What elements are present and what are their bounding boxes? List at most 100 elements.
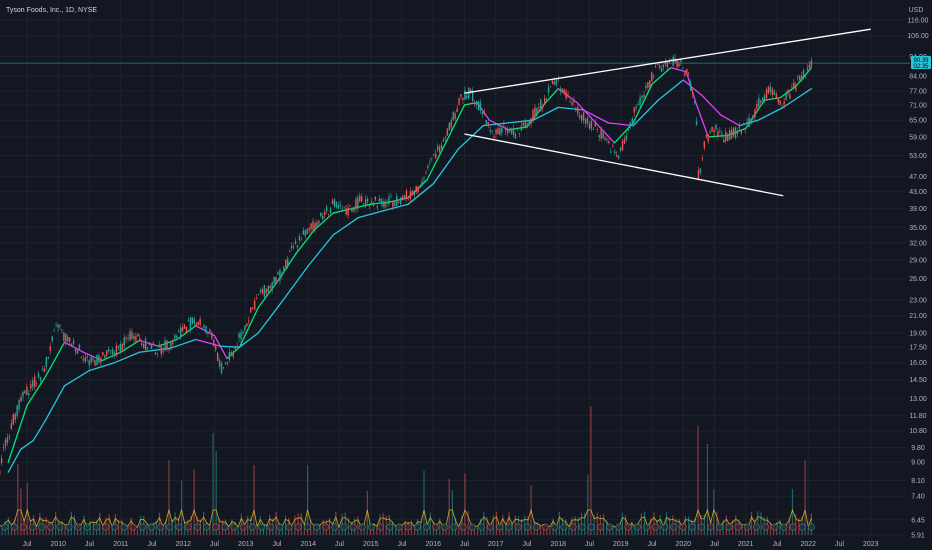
candle-body [528,121,530,126]
volume-bar [133,527,135,535]
candle-body [318,220,320,224]
candle-body [542,107,544,109]
candle-body [178,330,180,332]
candle-body [220,363,223,373]
candle-body [222,367,225,369]
candle-body [452,112,454,120]
candle-body [271,282,273,291]
slow-ma-segment [88,362,116,372]
candle-body [61,329,63,331]
axes: 116.00106.0094.0084.0077.0071.0065.0059.… [23,18,929,549]
candle-body [680,59,682,63]
event-marker [358,523,366,531]
event-marker [743,523,751,531]
candle-body [606,139,608,140]
event-marker [652,523,660,531]
symbol-title[interactable]: Tyson Foods, Inc., 1D, NYSE [6,7,97,14]
candle-body [621,140,624,151]
volume-bar [174,512,176,535]
volume-bar [303,524,305,535]
volume-bar [628,526,630,535]
event-marker [542,523,550,531]
candle-body [553,81,556,85]
event-marker [10,523,18,531]
candle-body [662,64,665,68]
candle-body [162,350,164,353]
candle-body [709,131,711,133]
candle-body [63,332,65,341]
event-marker [322,523,330,531]
candle-body [263,285,266,297]
candle-body [427,165,429,169]
volume-bar [413,528,416,535]
volume-bar [640,513,642,535]
candle-body [765,89,768,99]
volume-bar [99,512,101,535]
candle-body [477,101,480,111]
y-tick-label: 14.50 [909,377,927,384]
candle-body [378,198,380,202]
volume-bar [366,490,368,535]
candle-body [28,393,30,396]
candle-body [164,340,166,351]
candle-body [516,129,519,131]
candle-body [543,98,546,105]
event-marker [303,523,311,531]
y-tick-label: 71.00 [909,102,927,109]
candle-body [102,351,104,356]
candle-body [160,345,162,355]
candle-body [20,396,22,402]
event-marker [313,523,321,531]
price-tag-bg [911,56,931,69]
trendlines[interactable] [464,28,871,197]
event-marker [285,523,293,531]
volume-bar [209,524,211,535]
candle-body [423,179,425,181]
candle-body [421,181,423,186]
candle-body [705,135,707,137]
candle-body [0,458,3,464]
fast-ma-segment [576,101,597,124]
candle-body [417,186,419,193]
candle-body [497,128,499,135]
volume-bar [70,511,72,535]
candle-body [294,240,297,244]
candle-body [580,115,583,121]
volume-bar [149,527,151,535]
volume-bar [117,520,120,535]
candle-body [191,317,194,324]
candle-body [226,362,229,364]
candle-body [777,98,779,103]
fast-ma-segment [63,341,84,353]
candle-body [495,129,497,134]
candle-body [407,196,410,198]
volume-bar [423,470,425,535]
candle-body [501,127,503,133]
candle-body [808,64,811,69]
event-marker [679,523,687,531]
volume-bar [382,512,384,535]
volume-bar [697,425,699,535]
x-tick-label: 2012 [175,541,191,548]
candle-body [551,80,554,85]
volume-bar [647,527,649,535]
x-tick-label: 2019 [613,541,629,548]
volume-bar [669,516,671,535]
candle-body [168,348,170,350]
volume-bar [45,517,47,535]
event-marker [532,523,540,531]
candle-body [771,89,774,95]
candle-body [312,221,314,230]
candle-body [70,343,73,347]
candle-body [49,346,51,351]
candle-body [760,100,762,103]
volume-bar [747,528,749,535]
candle-body [676,60,678,68]
candle-body [78,344,81,350]
candle-body [793,82,795,88]
volume-bar [590,406,592,535]
candle-body [726,134,729,141]
candle-body [742,123,744,125]
event-marker [74,523,82,531]
